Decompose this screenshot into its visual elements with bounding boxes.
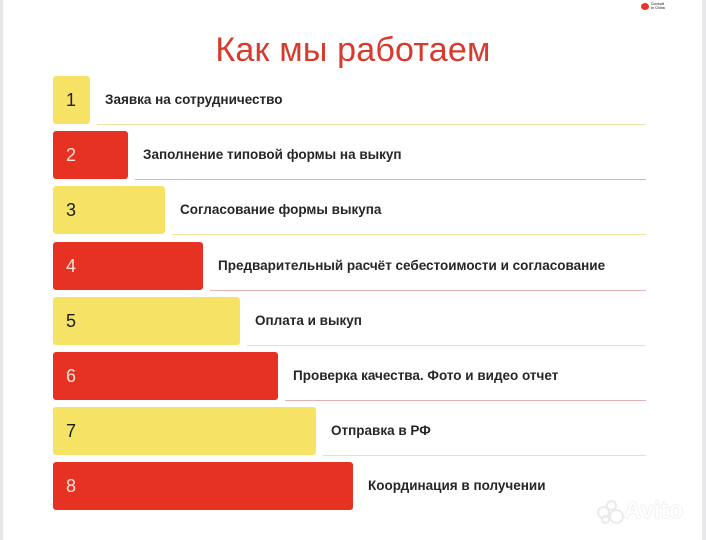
step-number: 2 (66, 145, 77, 165)
step-label: Отправка в РФ (331, 423, 431, 438)
step-label: Координация в получении (368, 478, 546, 493)
avito-watermark: Avito (596, 497, 683, 525)
step-label: Заполнение типовой формы на выкуп (143, 147, 402, 162)
step-number: 5 (66, 311, 77, 331)
chat-bubble-icon (641, 3, 649, 10)
step-underline (323, 455, 646, 456)
step-underline (135, 179, 646, 180)
avito-dots-icon (596, 500, 624, 524)
left-border (0, 0, 3, 540)
step-label: Согласование формы выкупа (180, 202, 382, 217)
step-number: 6 (66, 366, 77, 386)
step-underline (97, 124, 646, 125)
step-bar: 6 (53, 352, 278, 400)
step-label: Проверка качества. Фото и видео отчет (293, 368, 559, 383)
brand-logo: Consult in China (641, 2, 667, 10)
step-label: Заявка на сотрудничество (105, 92, 283, 107)
step-number: 4 (66, 256, 77, 276)
step-label: Оплата и выкуп (255, 313, 362, 328)
right-border (702, 0, 706, 540)
step-number: 7 (66, 421, 77, 441)
page-title: Как мы работаем (215, 30, 491, 69)
step-bar: 8 (53, 462, 353, 510)
step-bar: 4 (53, 242, 203, 290)
step-label: Предварительный расчёт себестоимости и с… (218, 258, 606, 273)
avito-text: Avito (624, 497, 684, 524)
step-bar: 5 (53, 297, 240, 345)
logo-text: Consult in China (651, 2, 665, 10)
step-bar: 1 (53, 76, 90, 124)
step-number: 1 (66, 90, 77, 110)
step-underline (285, 400, 646, 401)
step-number: 8 (66, 476, 77, 496)
step-bar: 3 (53, 186, 165, 234)
step-bar: 2 (53, 131, 128, 179)
step-underline (247, 345, 646, 346)
step-underline (210, 290, 646, 291)
step-underline (172, 234, 646, 235)
step-bar: 7 (53, 407, 316, 455)
step-number: 3 (66, 200, 77, 220)
